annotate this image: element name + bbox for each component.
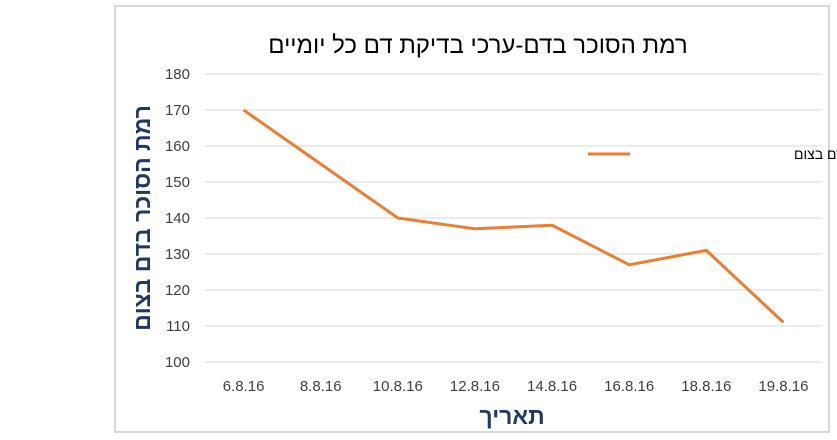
y-tick-label: 180 — [165, 66, 190, 83]
x-tick-label: 16.8.16 — [604, 378, 654, 395]
x-tick-label: 6.8.16 — [223, 378, 265, 395]
gridlines — [205, 73, 822, 363]
y-tick-label: 110 — [166, 318, 190, 335]
y-tick-label: 100 — [165, 354, 190, 371]
chart-title: רמת הסוכר בדם-ערכי בדיקת דם כל יומיים — [268, 32, 687, 59]
x-tick-label: 10.8.16 — [373, 378, 423, 395]
x-tick-labels: 6.8.16 8.8.16 10.8.16 12.8.16 14.8.16 16.8.16… — [223, 378, 809, 395]
y-tick-labels: 100 110 120 130 140 150 160 170 180 — [165, 66, 190, 371]
legend-label: רמת הסוכר בדם בצום — [794, 146, 837, 162]
y-tick-label: 150 — [165, 174, 190, 191]
y-axis-title: רמת הסוכר בדם בצום — [129, 105, 155, 331]
y-tick-label: 140 — [165, 210, 190, 227]
x-axis-title: תאריך — [479, 403, 544, 429]
x-tick-label: 12.8.16 — [450, 378, 500, 395]
y-tick-label: 170 — [165, 102, 190, 119]
series-group — [242, 108, 785, 324]
x-tick-label: 18.8.16 — [681, 378, 731, 395]
x-tick-label: 14.8.16 — [527, 378, 577, 395]
legend: רמת הסוכר בדם בצום — [588, 146, 837, 162]
y-tick-label: 120 — [165, 282, 190, 299]
y-tick-label: 130 — [165, 246, 190, 263]
y-tick-label: 160 — [165, 138, 190, 155]
x-tick-label: 8.8.16 — [300, 378, 342, 395]
x-tick-label: 19.8.16 — [758, 378, 808, 395]
series-line — [242, 108, 785, 324]
